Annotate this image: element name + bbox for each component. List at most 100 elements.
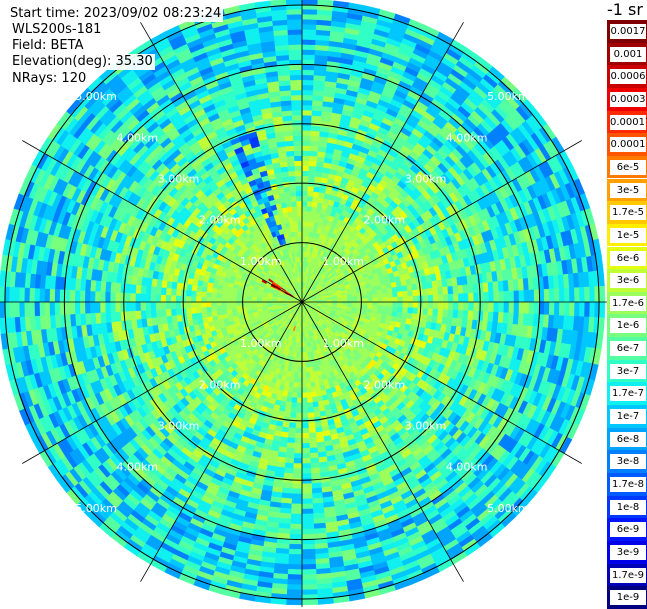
heatmap-cell — [302, 166, 309, 171]
heatmap-cell — [125, 293, 130, 302]
heatmap-cell — [302, 151, 310, 156]
heatmap-cell — [307, 211, 312, 216]
heatmap-cell — [312, 105, 323, 111]
heatmap-cell — [288, 428, 295, 434]
heatmap-cell — [302, 509, 313, 514]
heatmap-cell — [347, 297, 352, 300]
heatmap-cell — [302, 130, 311, 135]
heatmap-cell — [302, 499, 313, 504]
heatmap-cell — [105, 302, 110, 312]
heatmap-cell — [285, 141, 294, 147]
heatmap-cell — [293, 382, 298, 387]
heatmap-cell — [489, 292, 494, 302]
heatmap-cell — [294, 458, 303, 463]
heatmap-cell — [294, 453, 302, 458]
heatmap-cell — [307, 196, 313, 202]
heatmap-cell — [221, 298, 226, 302]
heatmap-cell — [166, 302, 171, 309]
heatmap-cell — [110, 302, 115, 312]
heatmap-cell — [297, 388, 302, 393]
heatmap-cell — [131, 284, 137, 293]
heatmap-cell — [393, 297, 398, 302]
heatmap-cell — [474, 293, 479, 302]
heatmap-cell — [438, 302, 443, 309]
heatmap-cell — [202, 286, 208, 292]
heatmap-cell — [135, 302, 140, 311]
heatmap-cell — [125, 302, 130, 311]
heatmap-cell — [136, 311, 142, 320]
heatmap-cell — [287, 156, 295, 162]
heatmap-cell — [302, 504, 313, 509]
heatmap-cell — [458, 310, 464, 319]
heatmap-cell — [468, 311, 474, 320]
heatmap-cell — [448, 310, 454, 318]
heatmap-cell — [302, 171, 309, 176]
heatmap-cell — [211, 293, 216, 298]
heatmap-cell — [140, 302, 145, 311]
heatmap-cell — [292, 494, 302, 499]
heatmap-cell — [307, 402, 313, 408]
heatmap-cell — [377, 306, 382, 310]
heatmap-cell — [146, 294, 151, 302]
heatmap-cell — [226, 298, 231, 302]
heatmap-cell — [308, 413, 314, 419]
heatmap-cell — [290, 191, 296, 196]
heatmap-cell — [211, 297, 216, 302]
heatmap-cell — [463, 293, 468, 302]
heatmap-cell — [302, 453, 310, 458]
heatmap-cell — [295, 433, 302, 438]
heatmap-cell — [363, 302, 368, 305]
heatmap-cell — [306, 226, 310, 231]
heatmap-cell — [310, 453, 319, 459]
heatmap-cell — [291, 100, 302, 105]
heatmap-cell — [293, 211, 298, 216]
heatmap-cell — [309, 161, 317, 167]
heatmap-cell — [294, 448, 302, 453]
heatmap-cell — [372, 294, 377, 298]
heatmap-cell — [292, 115, 302, 120]
heatmap-cell — [298, 226, 302, 231]
heatmap-cell — [302, 474, 311, 479]
heatmap-cell — [428, 309, 434, 316]
heatmap-cell — [293, 474, 302, 479]
heatmap-cell — [388, 302, 393, 307]
heatmap-cell — [302, 201, 307, 206]
heatmap-cell — [289, 423, 296, 429]
heatmap-cell — [166, 309, 172, 316]
heatmap-cell — [310, 377, 315, 383]
heatmap-cell — [433, 288, 439, 295]
heatmap-cell — [286, 453, 295, 459]
heatmap-cell — [201, 297, 206, 302]
heatmap-cell — [302, 100, 313, 105]
heatmap-cell — [297, 252, 300, 257]
heatmap-cell — [493, 312, 499, 323]
heatmap-cell — [294, 146, 302, 151]
heatmap-cell — [428, 288, 434, 295]
heatmap-cell — [236, 302, 241, 305]
heatmap-cell — [311, 136, 320, 142]
heatmap-cell — [306, 221, 310, 226]
heatmap-cell — [295, 166, 302, 171]
heatmap-cell — [141, 310, 147, 319]
heatmap-cell — [166, 288, 172, 295]
heatmap-cell — [176, 308, 182, 315]
heatmap-cell — [368, 302, 373, 306]
heatmap-cell — [186, 302, 191, 308]
heatmap-cell — [387, 307, 392, 312]
heatmap-cell — [293, 479, 303, 484]
heatmap-cell — [312, 493, 323, 499]
heatmap-cell — [298, 373, 302, 378]
heatmap-cell — [115, 292, 120, 302]
heatmap-cell — [392, 287, 398, 293]
heatmap-cell — [423, 289, 429, 296]
heatmap-cell — [296, 413, 302, 418]
heatmap-cell — [201, 302, 206, 307]
heatmap-cell — [100, 291, 105, 302]
heatmap-cell — [176, 302, 181, 309]
heatmap-cell — [285, 463, 294, 469]
heatmap-cell — [135, 293, 140, 302]
heatmap-cell — [216, 306, 221, 311]
heatmap-cell — [293, 468, 302, 473]
heatmap-cell — [290, 186, 296, 192]
